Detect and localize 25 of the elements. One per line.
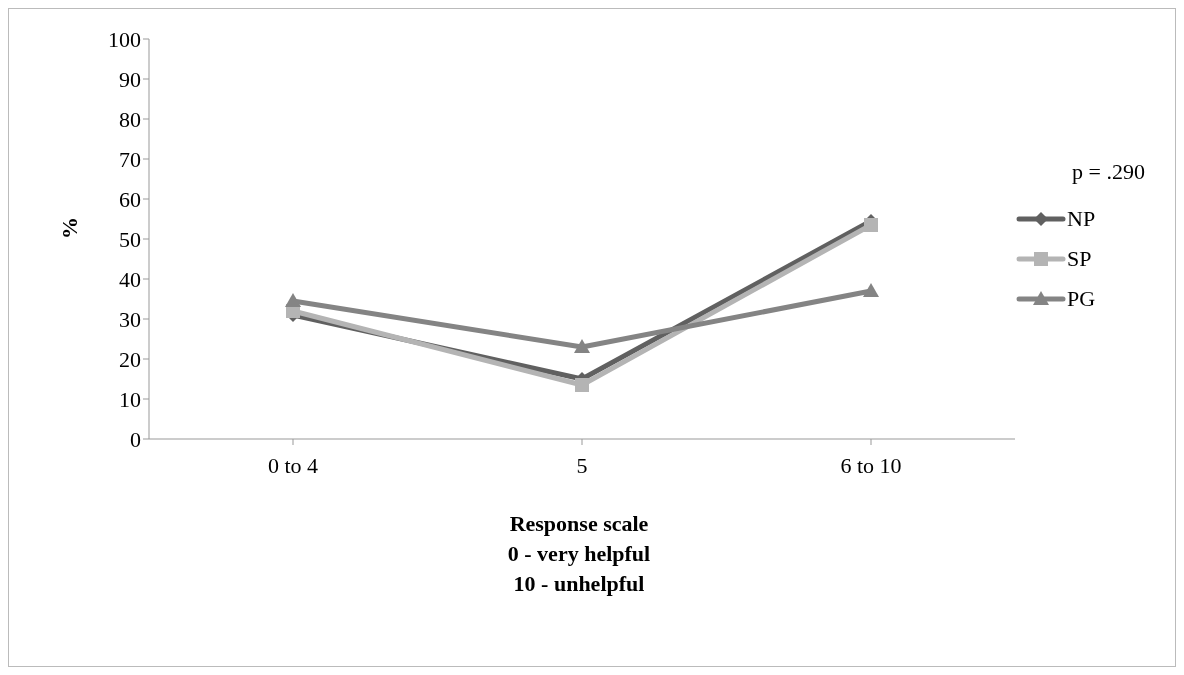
point	[864, 218, 878, 232]
point	[574, 339, 590, 353]
legend-label: SP	[1067, 246, 1092, 272]
x-axis-title: Response scale 0 - very helpful 10 - unhelpful	[506, 510, 652, 598]
point	[575, 378, 589, 392]
y-tick-label: 80	[119, 106, 141, 132]
y-tick-label: 30	[119, 306, 141, 332]
x-tick-label: 0 to 4	[267, 452, 319, 478]
y-tick-label: 0	[130, 426, 141, 452]
y-tick-label: 20	[119, 346, 141, 372]
legend-label: PG	[1067, 286, 1096, 312]
y-tick-label: 90	[119, 66, 141, 92]
y-tick-label: 60	[119, 186, 141, 212]
y-tick-label: 40	[119, 266, 141, 292]
y-tick-label: 70	[119, 146, 141, 172]
y-tick-label: 100	[108, 26, 141, 52]
point	[285, 293, 301, 307]
x-tick-label: 6 to 10	[840, 452, 902, 478]
legend-label: NP	[1067, 206, 1096, 232]
y-tick-label: 50	[119, 226, 141, 252]
x-tick-label: 5	[576, 452, 588, 478]
y-axis-title: %	[56, 217, 82, 239]
y-tick-label: 10	[119, 386, 141, 412]
text: p = .290	[1072, 159, 1145, 185]
point	[863, 283, 879, 297]
